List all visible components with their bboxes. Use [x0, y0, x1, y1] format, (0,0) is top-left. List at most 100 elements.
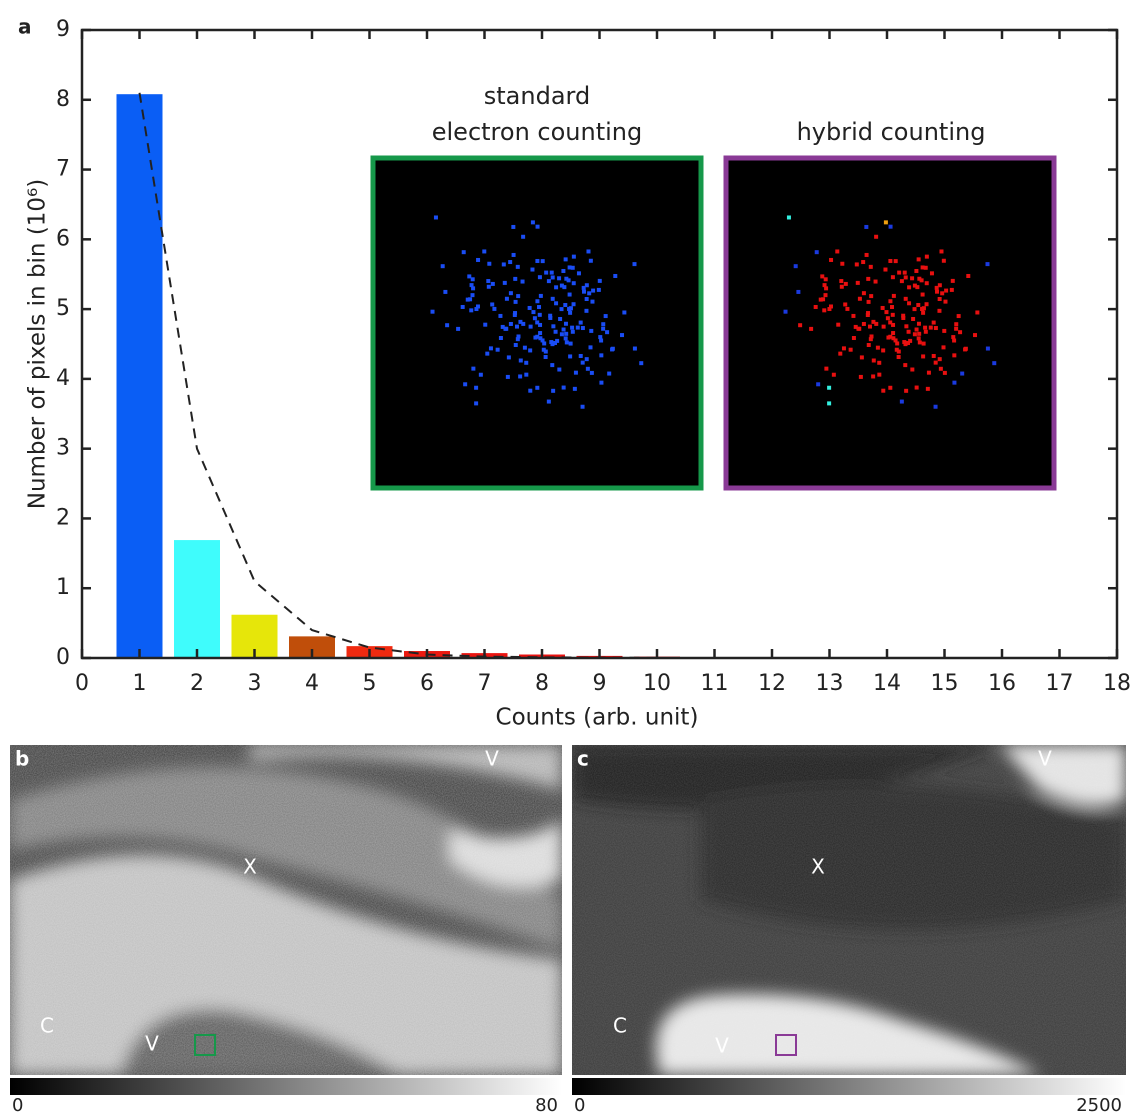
inset-dot	[888, 320, 893, 325]
panel-label: c	[577, 747, 589, 771]
inset-dot	[921, 310, 926, 315]
x-tick-label: 10	[643, 671, 671, 696]
inset-dot	[492, 306, 497, 311]
inset-dot	[465, 297, 470, 302]
inset-dot	[960, 371, 965, 376]
inset-dot	[538, 336, 543, 341]
inset-dot	[923, 265, 928, 270]
colorbar	[10, 1078, 562, 1095]
inset-dot	[881, 388, 886, 393]
inset-dot	[942, 370, 947, 375]
inset-dot	[891, 293, 896, 298]
inset-dot	[874, 321, 879, 326]
inset-dot	[916, 303, 921, 308]
inset-dot	[580, 404, 585, 409]
inset-dot	[934, 285, 939, 290]
inset-dot	[942, 328, 947, 333]
inset-dot	[920, 265, 925, 270]
inset-dot	[538, 331, 543, 336]
inset-dot	[485, 351, 490, 356]
inset-dot	[471, 286, 476, 291]
x-tick-label: 15	[931, 671, 959, 696]
inset-dot	[599, 380, 604, 385]
inset-dot	[867, 324, 872, 329]
panel-label: b	[15, 747, 29, 771]
inset-dot	[885, 316, 890, 321]
inset-dot	[912, 307, 917, 312]
inset-dot	[890, 312, 895, 317]
inset-dot	[584, 308, 589, 313]
inset-dot	[562, 285, 567, 290]
inset-dot	[515, 337, 520, 342]
inset-dot	[937, 357, 942, 362]
inset-dot	[857, 296, 862, 301]
inset-dot	[504, 296, 509, 301]
inset-dot	[865, 312, 870, 317]
inset-dot	[463, 382, 468, 387]
inset-dot	[522, 345, 527, 350]
inset-dot	[894, 347, 899, 352]
inset-dot	[601, 322, 606, 327]
inset-dot	[518, 374, 523, 379]
inset-dot	[474, 307, 479, 312]
inset-dot	[516, 294, 521, 299]
inset-dot	[508, 291, 513, 296]
inset-dot	[433, 215, 438, 220]
inset-dot	[827, 401, 832, 406]
x-axis-title: Counts (arb. unit)	[496, 705, 699, 731]
x-tick-label: 7	[478, 671, 492, 696]
inset-dot	[910, 276, 915, 281]
inset-dot	[937, 297, 942, 302]
y-tick-label: 9	[56, 17, 70, 42]
inset-dot	[467, 274, 472, 279]
inset-dot	[866, 299, 871, 304]
inset-dot	[535, 385, 540, 390]
inset-dot	[563, 303, 568, 308]
inset-dot	[580, 360, 585, 365]
inset-dot	[575, 325, 580, 330]
inset-dot	[610, 346, 615, 351]
inset-dot	[461, 250, 466, 255]
inset-dot	[564, 276, 569, 281]
inset-dot	[908, 338, 913, 343]
inset-dot	[809, 326, 814, 331]
inset-dot	[516, 334, 521, 339]
inset-dot	[958, 330, 963, 335]
inset-dot	[925, 386, 930, 391]
inset-dot	[568, 341, 573, 346]
inset-dot	[559, 307, 564, 312]
inset-title: electron counting	[432, 118, 643, 146]
inset-dot	[567, 292, 572, 297]
inset-dot	[599, 338, 604, 343]
inset-dot	[520, 279, 525, 284]
inset-dot	[605, 330, 610, 335]
inset-dot	[935, 289, 940, 294]
inset-title: hybrid counting	[797, 118, 986, 146]
inset-dot	[538, 293, 543, 298]
inset-dot	[912, 283, 917, 288]
inset-dot	[576, 271, 581, 276]
x-tick-label: 3	[248, 671, 262, 696]
inset-dot	[966, 273, 971, 278]
inset-dot	[552, 340, 557, 345]
inset-dot	[456, 326, 461, 331]
x-tick-label: 12	[758, 671, 786, 696]
inset-dot	[920, 292, 925, 297]
inset-dot	[578, 353, 583, 358]
inset-dot	[881, 324, 886, 329]
inset-dot	[854, 262, 859, 267]
inset-dot	[916, 257, 921, 262]
inset-dot	[823, 293, 828, 298]
inset-dot	[535, 299, 540, 304]
inset-dot	[917, 331, 922, 336]
inset-dot	[567, 307, 572, 312]
inset-dot	[500, 324, 505, 329]
inset-dot	[591, 288, 596, 293]
inset-dot	[933, 404, 938, 409]
inset-dot	[902, 270, 907, 275]
y-tick-label: 7	[56, 157, 70, 182]
inset-dot	[950, 278, 955, 283]
inset-dot	[632, 262, 637, 267]
inset-dot	[923, 329, 928, 334]
inset-dot	[607, 371, 612, 376]
